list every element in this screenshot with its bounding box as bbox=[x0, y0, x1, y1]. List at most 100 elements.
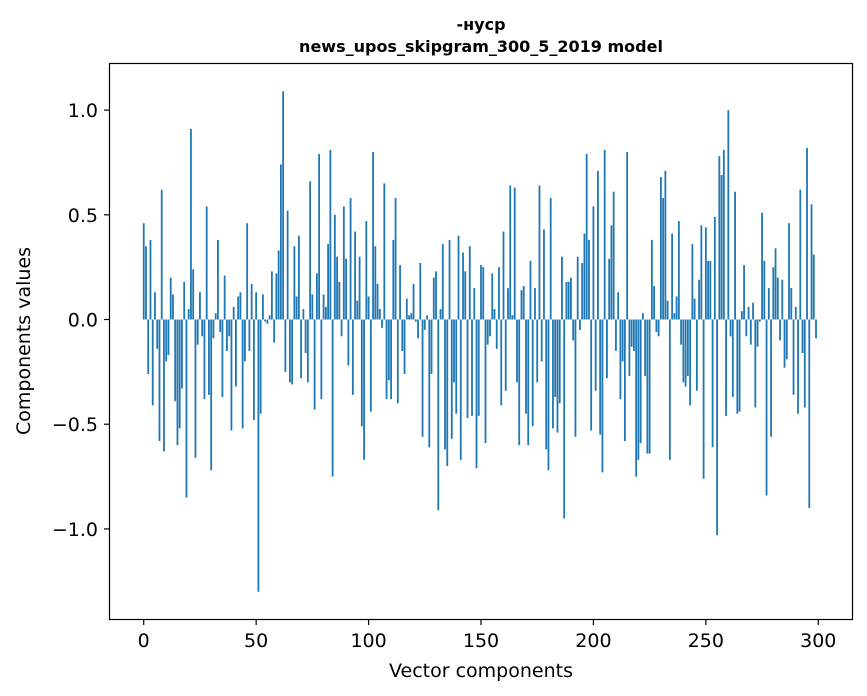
bar-219 bbox=[635, 319, 638, 477]
bar-235 bbox=[671, 233, 674, 320]
bar-32 bbox=[214, 313, 217, 320]
bar-60 bbox=[277, 250, 280, 320]
bar-143 bbox=[464, 271, 467, 320]
bar-11 bbox=[167, 319, 170, 356]
bar-171 bbox=[527, 319, 530, 446]
bar-121 bbox=[414, 319, 417, 322]
bar-20 bbox=[187, 309, 190, 320]
bar-33 bbox=[217, 239, 219, 320]
bar-105 bbox=[378, 309, 381, 320]
bar-42 bbox=[237, 296, 240, 320]
bar-116 bbox=[403, 319, 406, 374]
bar-198 bbox=[588, 239, 590, 320]
bar-76 bbox=[313, 319, 316, 410]
bar-101 bbox=[369, 319, 372, 412]
bar-282 bbox=[776, 277, 779, 320]
bar-3 bbox=[149, 239, 152, 320]
bar-267 bbox=[743, 265, 745, 320]
bar-266 bbox=[740, 311, 743, 320]
bar-295 bbox=[806, 147, 808, 320]
bar-199 bbox=[590, 319, 593, 431]
bar-261 bbox=[729, 319, 732, 337]
bar-61 bbox=[279, 164, 282, 320]
bar-296 bbox=[808, 319, 811, 508]
bar-81 bbox=[324, 306, 327, 320]
bar-151 bbox=[482, 267, 485, 320]
bar-132 bbox=[439, 309, 442, 320]
bar-277 bbox=[765, 319, 768, 496]
bar-260 bbox=[727, 110, 730, 320]
bar-44 bbox=[241, 319, 244, 429]
bar-270 bbox=[749, 319, 752, 345]
bar-238 bbox=[677, 221, 680, 320]
bar-286 bbox=[785, 319, 788, 360]
plot-frame bbox=[108, 62, 854, 621]
bar-268 bbox=[745, 319, 748, 337]
bar-69 bbox=[297, 235, 300, 320]
bar-276 bbox=[763, 260, 766, 320]
bar-283 bbox=[779, 319, 781, 341]
bar-100 bbox=[367, 296, 370, 320]
x-tick-label: 150 bbox=[463, 630, 499, 652]
bar-87 bbox=[338, 281, 341, 320]
bar-220 bbox=[637, 319, 640, 460]
bar-170 bbox=[525, 319, 527, 414]
bar-174 bbox=[534, 288, 536, 320]
bar-184 bbox=[556, 319, 559, 433]
bar-36 bbox=[223, 275, 226, 320]
bar-183 bbox=[554, 319, 557, 397]
bar-57 bbox=[270, 271, 273, 320]
bar-23 bbox=[194, 319, 197, 458]
bar-124 bbox=[421, 319, 424, 437]
bar-79 bbox=[320, 319, 323, 400]
x-axis-label: Vector components bbox=[389, 660, 573, 682]
bar-90 bbox=[345, 258, 347, 320]
bar-272 bbox=[754, 319, 757, 408]
bar-237 bbox=[675, 296, 678, 320]
bar-83 bbox=[329, 149, 332, 320]
bar-200 bbox=[592, 206, 595, 320]
bar-117 bbox=[405, 298, 408, 320]
bar-109 bbox=[387, 319, 390, 381]
bar-226 bbox=[650, 239, 653, 320]
bar-158 bbox=[498, 267, 500, 320]
bar-288 bbox=[790, 288, 793, 320]
bar-93 bbox=[351, 319, 354, 395]
bar-194 bbox=[579, 319, 581, 330]
bar-149 bbox=[477, 319, 480, 416]
bar-243 bbox=[689, 319, 692, 406]
bar-122 bbox=[417, 319, 419, 339]
bar-31 bbox=[212, 319, 215, 339]
bar-135 bbox=[446, 319, 449, 467]
bar-195 bbox=[581, 262, 584, 320]
bar-214 bbox=[624, 319, 626, 441]
bar-86 bbox=[336, 256, 338, 320]
bar-211 bbox=[617, 292, 620, 320]
bar-278 bbox=[767, 288, 770, 320]
bar-202 bbox=[597, 170, 599, 320]
bar-242 bbox=[686, 319, 689, 377]
bar-252 bbox=[709, 260, 712, 320]
bar-107 bbox=[383, 183, 386, 320]
bar-281 bbox=[774, 248, 777, 320]
bar-168 bbox=[520, 290, 523, 320]
bar-189 bbox=[567, 281, 570, 320]
bars-group bbox=[142, 91, 817, 592]
bar-263 bbox=[734, 191, 736, 320]
bar-21 bbox=[190, 128, 192, 320]
bar-232 bbox=[664, 170, 667, 320]
bar-19 bbox=[185, 319, 188, 498]
bar-58 bbox=[273, 319, 276, 343]
bar-193 bbox=[576, 256, 579, 320]
bar-173 bbox=[531, 319, 534, 427]
y-tick-label: 0.0 bbox=[68, 310, 98, 332]
bar-38 bbox=[228, 319, 231, 337]
bar-159 bbox=[500, 319, 503, 406]
x-tick-label: 50 bbox=[244, 630, 268, 652]
bar-110 bbox=[390, 319, 392, 400]
bar-13 bbox=[172, 294, 174, 320]
bar-157 bbox=[495, 319, 498, 349]
bar-197 bbox=[585, 154, 588, 320]
bar-247 bbox=[698, 279, 700, 320]
